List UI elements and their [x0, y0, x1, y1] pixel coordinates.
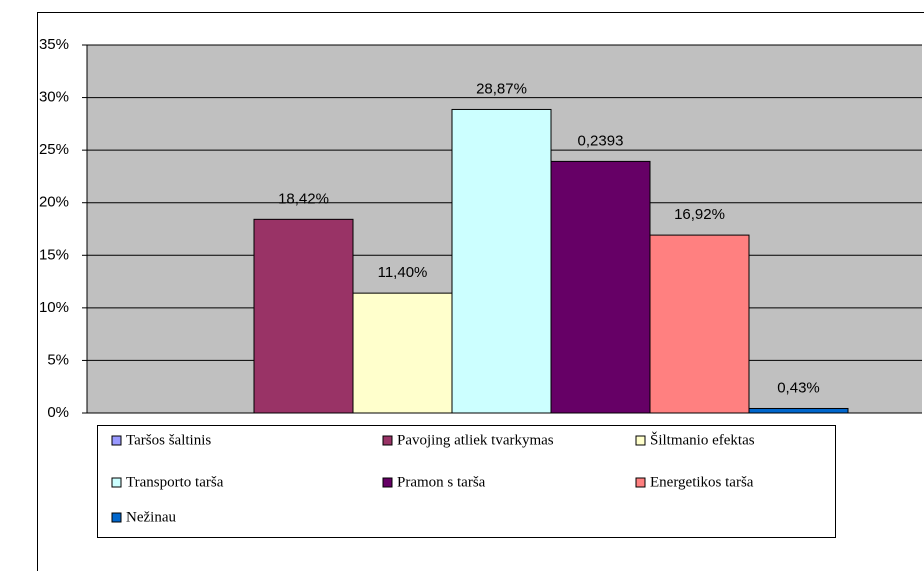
legend-marker	[111, 477, 122, 488]
legend-label: Pramon s tarša	[397, 474, 486, 490]
legend-marker	[111, 512, 122, 523]
legend-box	[97, 425, 836, 538]
bar	[550, 160, 651, 414]
y-tick-label: 5%	[47, 351, 69, 368]
legend-label: Transporto tarša	[126, 474, 224, 490]
bar	[748, 407, 849, 414]
data-label: 11,40%	[378, 264, 428, 281]
data-label: 0,43%	[777, 379, 820, 396]
bar	[352, 292, 453, 414]
legend-marker	[635, 477, 646, 488]
y-tick-label: 0%	[47, 404, 69, 421]
y-tick-label: 25%	[39, 141, 69, 158]
legend-marker	[635, 435, 646, 446]
y-tick-label: 30%	[39, 89, 69, 106]
bar	[451, 108, 552, 414]
bar	[649, 234, 750, 414]
bar	[253, 218, 354, 414]
legend-marker	[382, 477, 393, 488]
legend-label: Energetikos tarša	[650, 474, 754, 490]
y-tick-label: 35%	[39, 36, 69, 53]
data-label: 0,2393	[578, 132, 624, 149]
legend-label: Taršos šaltinis	[126, 432, 211, 448]
y-tick-label: 20%	[39, 194, 69, 211]
legend-label: Pavojing atliek tvarkymas	[397, 432, 554, 448]
legend-marker	[382, 435, 393, 446]
y-tick-label: 10%	[39, 299, 69, 316]
data-label: 18,42%	[278, 190, 329, 207]
legend-label: Nežinau	[126, 509, 176, 525]
legend-marker	[111, 435, 122, 446]
data-label: 16,92%	[674, 206, 725, 223]
data-label: 28,87%	[476, 80, 527, 97]
y-tick-label: 15%	[39, 246, 69, 263]
legend-label: Šiltmanio efektas	[650, 431, 755, 448]
